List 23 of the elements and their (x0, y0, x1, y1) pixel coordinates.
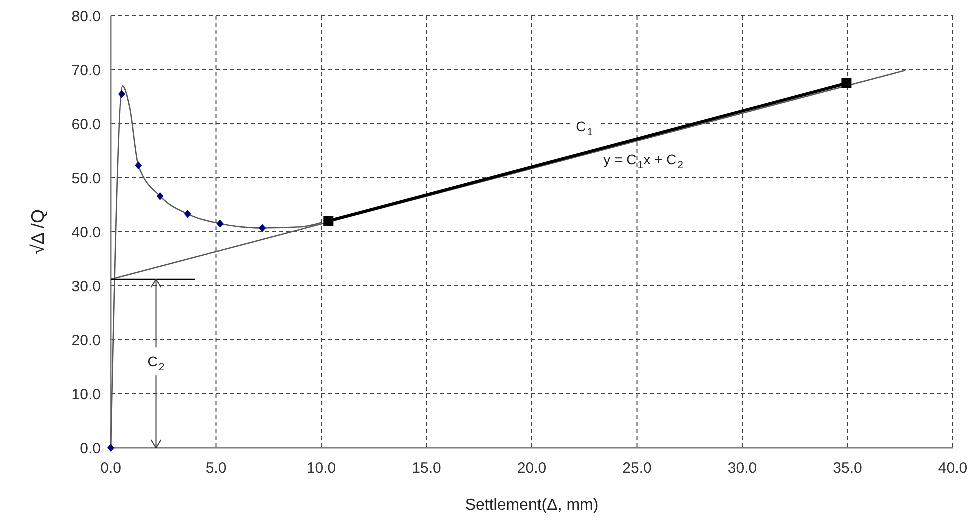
annotation: C$_{1}$ (576, 118, 594, 139)
x-tick-label: 40.0 (938, 460, 968, 477)
x-tick-label: 35.0 (833, 460, 862, 477)
y-tick-label: 80.0 (72, 8, 101, 26)
x-tick-label: 20.0 (517, 460, 547, 477)
y-tick-label: 20.0 (72, 332, 101, 350)
x-tick-label: 5.0 (206, 460, 227, 477)
x-tick-label: 30.0 (728, 460, 758, 477)
annotation: C$_{2}$ (148, 354, 165, 374)
annotation: y = C$_{1}$x + C$_{2}$ (604, 152, 684, 172)
y-tick-label: 10.0 (72, 386, 101, 404)
y-tick-label: 70.0 (72, 62, 101, 80)
y-axis-title: √Δ /Q (28, 210, 48, 254)
x-tick-label: 25.0 (622, 460, 652, 477)
y-tick-label: 60.0 (72, 116, 101, 134)
x-axis-title: Settlement(Δ, mm) (465, 497, 599, 514)
y-tick-label: 30.0 (72, 278, 101, 296)
y-tick-label: 50.0 (72, 170, 101, 188)
y-tick-label: 0.0 (80, 440, 101, 458)
y-tick-label: 40.0 (72, 224, 101, 242)
x-tick-label: 15.0 (412, 460, 442, 477)
x-tick-label: 0.0 (100, 460, 122, 477)
x-tick-label: 10.0 (306, 460, 336, 477)
